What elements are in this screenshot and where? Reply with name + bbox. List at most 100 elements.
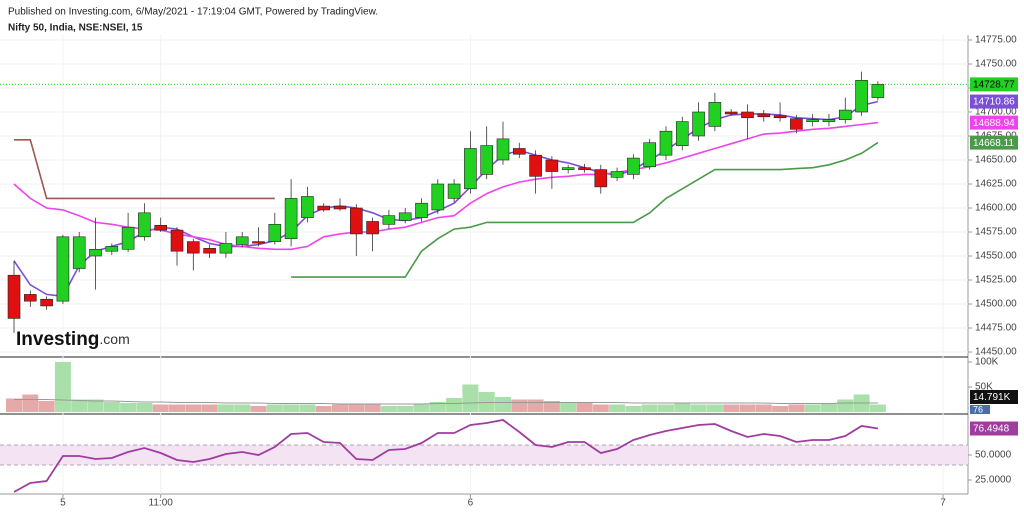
candle-body (627, 157, 640, 175)
candle-body (512, 148, 526, 155)
candle-body (284, 198, 298, 240)
volume-bar (527, 399, 544, 412)
x-tick-label: 6 (468, 498, 474, 509)
volume-bar (576, 403, 593, 412)
volume-bar (71, 399, 88, 412)
candle-body (692, 111, 705, 137)
volume-bar (706, 404, 723, 412)
candle-body (708, 102, 722, 127)
volume-bar (331, 404, 348, 412)
volume-bar (772, 406, 789, 412)
candle-body (235, 236, 249, 245)
candle-body (659, 130, 673, 156)
candle-body (121, 226, 135, 250)
candle-body (561, 167, 575, 170)
candle-body (610, 171, 624, 178)
candle-body (203, 248, 216, 254)
candle-body (790, 118, 803, 130)
x-tick-label: 7 (940, 498, 946, 509)
candle-body (7, 274, 21, 319)
volume-bar (364, 404, 381, 412)
secondary-badge-box (970, 405, 990, 414)
plot-layer: 14450.00 14475.00 14500.00 14525.00 14550.00… (0, 35, 1018, 509)
y-tick-label: 14475.00 (975, 323, 1017, 334)
candle-body (855, 80, 868, 113)
candle-body (578, 167, 591, 170)
volume-bar (250, 406, 267, 412)
volume-bar (494, 397, 511, 412)
candle-body (724, 111, 738, 115)
y-tick-label: 50.0000 (975, 450, 1012, 461)
symbol-label: Nifty 50, India, NSE:NSEI, 15 (8, 23, 143, 34)
y-tick-label: 14750.00 (975, 59, 1017, 70)
volume-bar (446, 398, 463, 412)
indicator-badge-box (970, 115, 1018, 130)
candle-body (464, 148, 477, 190)
candle-body (529, 154, 542, 177)
volume-bar (690, 404, 707, 412)
last-price-badge: 14728.77 (973, 80, 1015, 91)
candle-body (838, 109, 852, 120)
indicator-badge: 14710.86 (973, 97, 1015, 108)
candle-body (757, 113, 771, 118)
candle-body (382, 215, 396, 225)
last-price-badge-box (970, 77, 1018, 92)
volume-bar (169, 404, 186, 412)
volume-badge-box (970, 390, 1018, 404)
volume-bar (560, 402, 577, 412)
x-tick-label: 11:00 (149, 498, 174, 509)
volume-bar (511, 399, 528, 412)
indicator-line (291, 141, 879, 278)
volume-bar (413, 404, 430, 412)
volume-bar (674, 403, 691, 412)
logo: Investing.com (16, 329, 130, 350)
indicator-badge: 14688.94 (973, 118, 1015, 129)
candle-body (496, 138, 510, 161)
candle-body (480, 145, 493, 175)
candle-body (40, 298, 53, 307)
candle-body (72, 236, 86, 269)
volume-bar (6, 398, 23, 412)
volume-bar (429, 402, 446, 412)
volume-bar (120, 403, 137, 412)
candle-body (268, 224, 282, 242)
volume-bar (609, 404, 626, 412)
volume-bar (641, 404, 658, 412)
candle-body (741, 111, 754, 119)
rsi-badge-box (970, 421, 1018, 436)
y-tick-label: 14500.00 (975, 299, 1017, 310)
candle-body (643, 142, 656, 168)
volume-bar (804, 404, 821, 412)
candle-body (675, 121, 689, 146)
volume-bar (478, 392, 495, 412)
volume-bar (103, 402, 120, 412)
indicator-line (14, 139, 275, 200)
published-note: Published on Investing.com, 6/May/2021 -… (8, 7, 378, 18)
rsi-line (13, 419, 879, 493)
volume-bar (283, 404, 300, 412)
candle-body (594, 169, 608, 188)
indicator-badge-box (970, 94, 1018, 109)
x-tick-label: 5 (60, 498, 66, 509)
volume-bar (837, 399, 854, 412)
volume-bar (462, 384, 479, 412)
volume-bar (54, 362, 71, 412)
rsi-band (0, 445, 968, 465)
candle-body (447, 183, 461, 199)
y-tick-label: 14450.00 (975, 347, 1017, 358)
volume-badge: 14.791K (973, 392, 1011, 403)
volume-bar (234, 404, 251, 412)
volume-bar (152, 404, 169, 412)
volume-bar (739, 404, 756, 412)
y-tick-label: 25.0000 (975, 475, 1012, 486)
candle-body (154, 224, 168, 231)
candle-body (170, 229, 184, 252)
volume-bar (755, 404, 772, 412)
volume-bar (723, 404, 740, 412)
volume-bar (315, 406, 332, 412)
y-tick-label: 14650.00 (975, 155, 1017, 166)
candle-body (431, 183, 445, 211)
volume-bar (397, 406, 414, 412)
candle-body (219, 243, 233, 254)
